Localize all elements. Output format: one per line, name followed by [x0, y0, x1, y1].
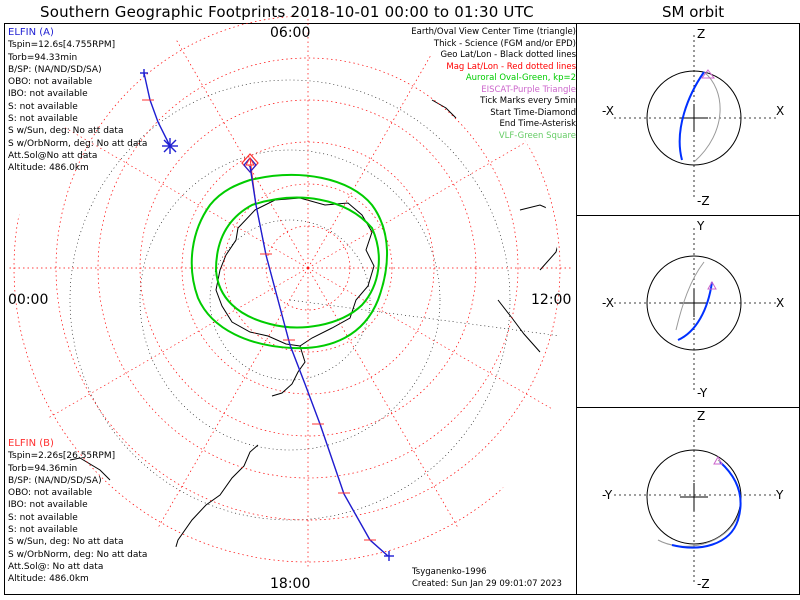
sm1-right-label: X [776, 104, 785, 118]
sm1-left-label: -X [602, 104, 614, 118]
elfin-b-info: ELFIN (B) Tspin=2.26s[26.55RPM] Torb=94.… [8, 438, 147, 586]
mag-lon-line [48, 117, 309, 269]
elfin-a-line: S: not available [8, 101, 78, 112]
sm-panel-yz [614, 420, 776, 585]
hour-label-top: 06:00 [270, 25, 311, 41]
model-label: Tsyganenko-1996 [412, 567, 487, 577]
elfin-b-line: B/SP: (NA/ND/SD/SA) [8, 475, 102, 486]
legend-item: EISCAT-Purple Triangle [481, 84, 576, 95]
hour-label-bottom: 18:00 [270, 576, 311, 592]
track-tick-marks [142, 99, 376, 541]
mag-lon-line [157, 267, 309, 528]
legend-item: Tick Marks every 5min [480, 96, 576, 106]
elfin-b-line: IBO: not available [8, 500, 88, 511]
mag-lat-circle [97, 57, 519, 479]
elfin-b-line: S: not available [8, 512, 78, 523]
elfin-a-line: S: not available [8, 114, 78, 125]
end-time-asterisk [140, 69, 394, 561]
sm-panel-xz [614, 35, 776, 200]
sm-panel-xy [614, 228, 776, 392]
elfin-a-line: B/SP: (NA/ND/SD/SA) [8, 64, 102, 75]
mag-lon-line [307, 267, 568, 419]
elfin-a-name: ELFIN (A) [8, 27, 54, 38]
elfin-b-line: S w/OrbNorm, deg: No att data [8, 549, 148, 560]
elfin-b-line: Att.Sol@: No att data [8, 561, 104, 572]
elfin-a-footprint-track [143, 72, 389, 557]
geo-latlon-grid [69, 79, 562, 521]
sm3-right-label: Y [776, 488, 784, 502]
legend-item: Geo Lat/Lon - Black dotted lines [440, 50, 576, 60]
mag-lon-line [307, 16, 459, 269]
elfin-b-line: Torb=94.36min [8, 463, 78, 474]
elfin-a-line: OBO: not available [8, 77, 93, 88]
mag-lon-line [307, 117, 568, 269]
elfin-a-line: S w/OrbNorm, deg: No att data [8, 138, 148, 149]
legend-item: Start Time-Diamond [490, 107, 576, 118]
elfin-a-line: S w/Sun, deg: No att data [8, 126, 124, 137]
sm2-left-label: -X [602, 296, 614, 310]
elfin-b-line: OBO: not available [8, 488, 93, 499]
elfin-a-line: IBO: not available [8, 89, 88, 100]
elfin-b-line: Tspin=2.26s[26.55RPM] [8, 451, 116, 462]
legend-item: Earth/Oval View Center Time (triangle) [411, 27, 576, 37]
legend-item: Thick - Science (FGM and/or EPD) [433, 38, 576, 49]
sm-orbit-title: SM orbit [662, 3, 725, 21]
hour-label-right: 12:00 [531, 292, 572, 308]
view-center-triangle [245, 156, 255, 166]
legend-item: Mag Lat/Lon - Red dotted lines [446, 61, 576, 72]
legend-item: End Time-Asterisk [499, 119, 576, 129]
map-footer: Tsyganenko-1996 Created: Sun Jan 29 09:0… [412, 566, 562, 590]
created-timestamp: Created: Sun Jan 29 09:01:07 2023 [412, 579, 562, 589]
elfin-a-line: Altitude: 486.0km [8, 163, 89, 174]
elfin-a-info: ELFIN (A) Tspin=12.6s[4.755RPM] Torb=94.… [8, 27, 147, 175]
hour-label-left: 00:00 [8, 292, 49, 308]
sm2-down-label: -Y [697, 386, 708, 400]
elfin-a-line: Att.Sol@No att data [8, 150, 98, 161]
mag-latlon-grid [8, 16, 574, 568]
auroral-oval [190, 174, 389, 350]
sm1-up-label: Z [697, 27, 706, 41]
antarctica-coastline [215, 197, 375, 397]
elfin-b-name: ELFIN (B) [8, 438, 54, 449]
sm1-down-label: -Z [697, 194, 710, 208]
elfin-b-line: S: not available [8, 525, 78, 536]
legend-item: Auroral Oval-Green, kp=2 [465, 73, 576, 83]
elfin-b-line: Altitude: 486.0km [8, 574, 89, 585]
sm2-up-label: Y [697, 219, 705, 233]
mag-lat-circle [223, 183, 393, 353]
sm3-down-label: -Z [697, 577, 710, 591]
sm3-up-label: Z [697, 409, 706, 423]
elfin-a-line: Torb=94.33min [8, 52, 78, 63]
elfin-b-line: S w/Sun, deg: No att data [8, 537, 124, 548]
map-legend: Earth/Oval View Center Time (triangle) T… [411, 27, 576, 142]
sm2-right-label: X [776, 296, 785, 310]
page-title: Southern Geographic Footprints 2018-10-0… [40, 3, 534, 21]
legend-item: VLF-Green Square [498, 130, 576, 141]
start-time-diamond [241, 153, 259, 173]
mag-lon-line [157, 16, 309, 269]
mag-lon-line [48, 267, 309, 419]
elfin-a-line: Tspin=12.6s[4.755RPM] [8, 40, 116, 51]
mag-lon-line [307, 267, 459, 528]
sm3-left-label: -Y [602, 488, 613, 502]
